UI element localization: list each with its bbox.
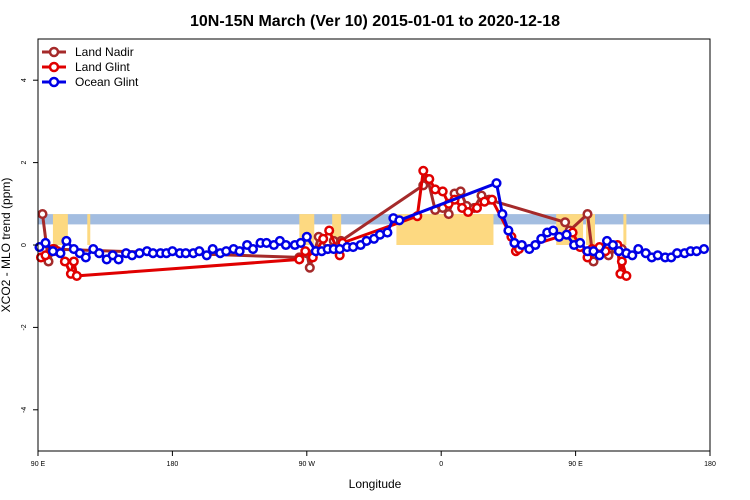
y-tick-label: 2 (21, 161, 28, 165)
data-point-ocean-glint (536, 233, 547, 244)
data-point-land-glint (486, 194, 498, 205)
data-point-land-glint (424, 174, 435, 185)
legend-item-land-nadir: Land Nadir (42, 45, 134, 59)
y-tick-label: -4 (21, 407, 28, 413)
legend-item-ocean-glint: Ocean Glint (42, 75, 139, 89)
data-point-land-glint (59, 256, 70, 267)
data-point-ocean-glint (627, 250, 638, 261)
data-point-land-glint (300, 246, 311, 257)
data-point-ocean-glint (94, 248, 105, 259)
legend-item-land-glint: Land Glint (42, 60, 130, 74)
series-ocean-glint (34, 178, 710, 265)
data-point-land-nadir (37, 209, 48, 220)
legend-label: Ocean Glint (75, 75, 139, 89)
series-layer (34, 165, 710, 281)
data-point-ocean-glint (234, 246, 245, 257)
x-tick-label: 90 E (31, 461, 46, 468)
data-point-ocean-glint (497, 209, 508, 220)
data-point-land-nadir (443, 209, 454, 220)
x-tick-label: 90 E (568, 461, 583, 468)
data-point-land-glint (68, 256, 79, 267)
data-point-ocean-glint (113, 254, 124, 265)
data-point-land-glint (318, 233, 329, 244)
data-point-ocean-glint (295, 237, 306, 248)
legend-marker (48, 46, 60, 58)
x-tick-label: 180 (167, 461, 179, 468)
legend-label: Land Nadir (75, 45, 134, 59)
legend-label: Land Glint (75, 60, 130, 74)
data-point-ocean-glint (280, 239, 291, 251)
data-point-ocean-glint (594, 250, 605, 261)
data-point-ocean-glint (530, 239, 541, 251)
data-point-land-nadir (455, 186, 466, 197)
x-axis-label: Longitude (349, 477, 402, 491)
data-point-ocean-glint (633, 244, 644, 255)
x-tick-label: 0 (439, 461, 443, 468)
data-point-land-nadir (582, 209, 593, 220)
data-point-land-glint (437, 186, 448, 197)
data-point-land-nadir (560, 217, 571, 228)
data-point-ocean-glint (516, 239, 527, 251)
data-point-ocean-glint (548, 225, 559, 236)
y-axis-label: XCO2 - MLO trend (ppm) (0, 178, 13, 313)
x-axis: 90 E 180 90 W 0 90 E 180 (31, 451, 716, 468)
data-point-ocean-glint (207, 244, 218, 255)
land-fill-segment (332, 214, 342, 245)
land-fill-segment (87, 214, 91, 245)
data-point-ocean-glint (382, 227, 393, 238)
x-tick-label: 180 (704, 461, 716, 468)
y-tick-label: -2 (21, 324, 28, 330)
y-axis: -4 -2 0 2 4 (21, 78, 38, 413)
data-point-land-nadir (304, 262, 315, 273)
data-point-ocean-glint (561, 229, 572, 240)
legend-marker (48, 76, 60, 88)
data-point-ocean-glint (301, 231, 312, 242)
data-point-land-glint (463, 206, 474, 218)
data-point-land-glint (294, 254, 305, 265)
data-point-land-glint (621, 270, 632, 281)
legend-marker (48, 61, 60, 73)
data-point-ocean-glint (247, 244, 259, 255)
data-point-land-glint (616, 256, 627, 267)
data-point-ocean-glint (201, 250, 212, 261)
data-point-ocean-glint (194, 246, 205, 257)
data-point-land-glint (40, 250, 51, 261)
data-point-ocean-glint (80, 252, 91, 263)
data-point-ocean-glint (40, 237, 51, 248)
data-point-land-glint (324, 225, 335, 236)
data-point-ocean-glint (503, 225, 514, 236)
data-point-ocean-glint (607, 239, 618, 251)
land-fill-segment (623, 214, 627, 245)
data-point-ocean-glint (491, 178, 502, 189)
data-point-ocean-glint (394, 215, 405, 226)
data-point-ocean-glint (61, 235, 72, 246)
data-point-land-glint (71, 270, 82, 281)
data-point-ocean-glint (575, 237, 586, 248)
x-tick-label: 90 W (299, 461, 316, 468)
chart-title: 10N-15N March (Ver 10) 2015-01-01 to 202… (190, 13, 560, 30)
y-tick-label: 0 (21, 243, 28, 247)
y-tick-label: 4 (21, 78, 28, 82)
data-point-land-glint (418, 165, 429, 176)
data-point-ocean-glint (698, 244, 710, 255)
data-point-ocean-glint (55, 248, 66, 259)
data-point-land-glint (471, 202, 483, 213)
